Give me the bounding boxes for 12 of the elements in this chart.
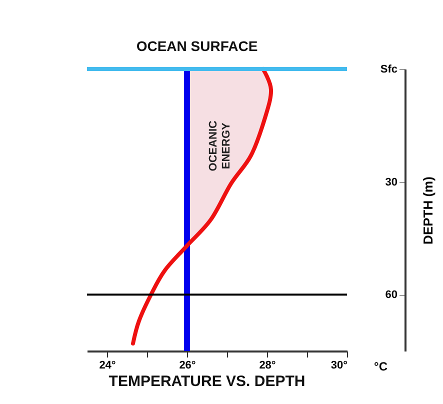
x-tick-label: 26° — [179, 360, 196, 372]
x-axis-title: °C — [374, 360, 388, 374]
x-tick-label: 30° — [330, 360, 348, 372]
y-tick-label: 30 — [385, 176, 398, 188]
y-tick-label: Sfc — [380, 64, 398, 76]
ref-line-label: OCEAN SURFACE — [136, 38, 258, 54]
text: TEMPERATURE VS. DEPTH — [108, 373, 306, 390]
y-tick-label: 60 — [385, 289, 398, 302]
y-axis-title: DEPTH (m) — [420, 176, 436, 244]
annotation: OCEANIC ENERGY — [207, 120, 232, 172]
x-tick-label: 24° — [99, 360, 116, 372]
x-tick-label: 28° — [259, 360, 276, 372]
